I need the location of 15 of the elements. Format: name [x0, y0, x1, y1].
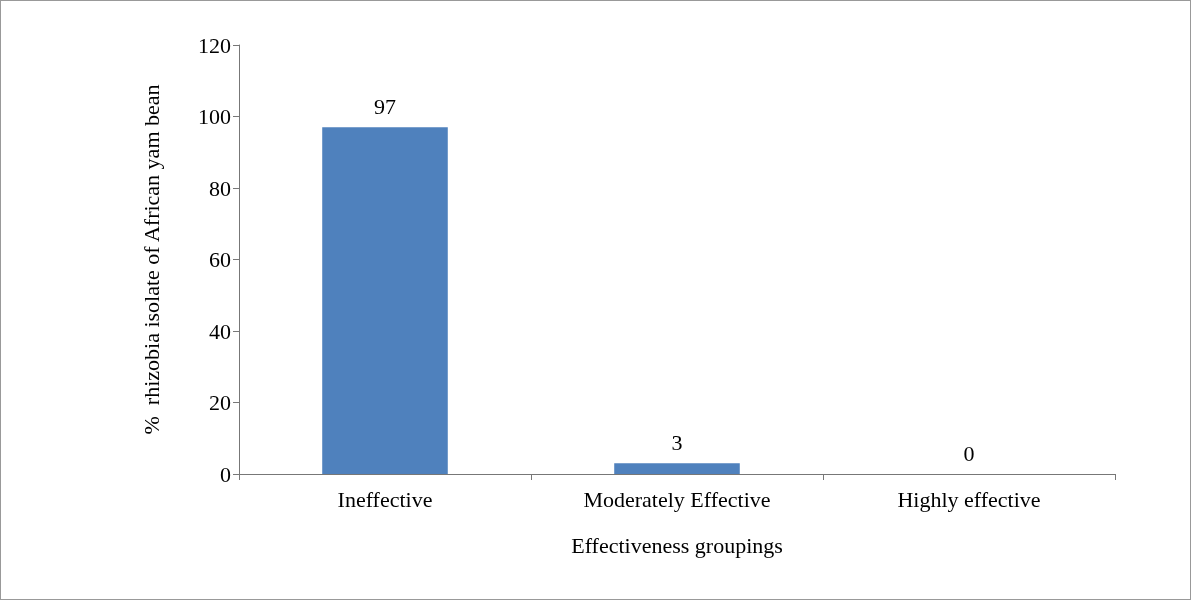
y-tick-label: 20: [209, 390, 231, 415]
data-label: 97: [374, 93, 396, 119]
x-tick-label: Moderately Effective: [583, 486, 771, 512]
x-tick-label: Highly effective: [897, 486, 1041, 512]
x-tick-label: Ineffective: [337, 486, 433, 512]
data-label: 0: [963, 440, 975, 466]
y-tick-label: 120: [198, 32, 231, 58]
y-tick-label: 40: [209, 318, 231, 344]
y-tick-label: 60: [209, 247, 231, 272]
y-tick-label: 100: [198, 104, 231, 129]
y-axis-title: % rhizobia isolate of African yam bean: [138, 84, 164, 435]
y-tick-label: 0: [220, 461, 231, 487]
x-axis-title: Effectiveness groupings: [571, 532, 783, 558]
data-label: 3: [671, 429, 683, 455]
y-tick-label: 80: [209, 175, 231, 201]
